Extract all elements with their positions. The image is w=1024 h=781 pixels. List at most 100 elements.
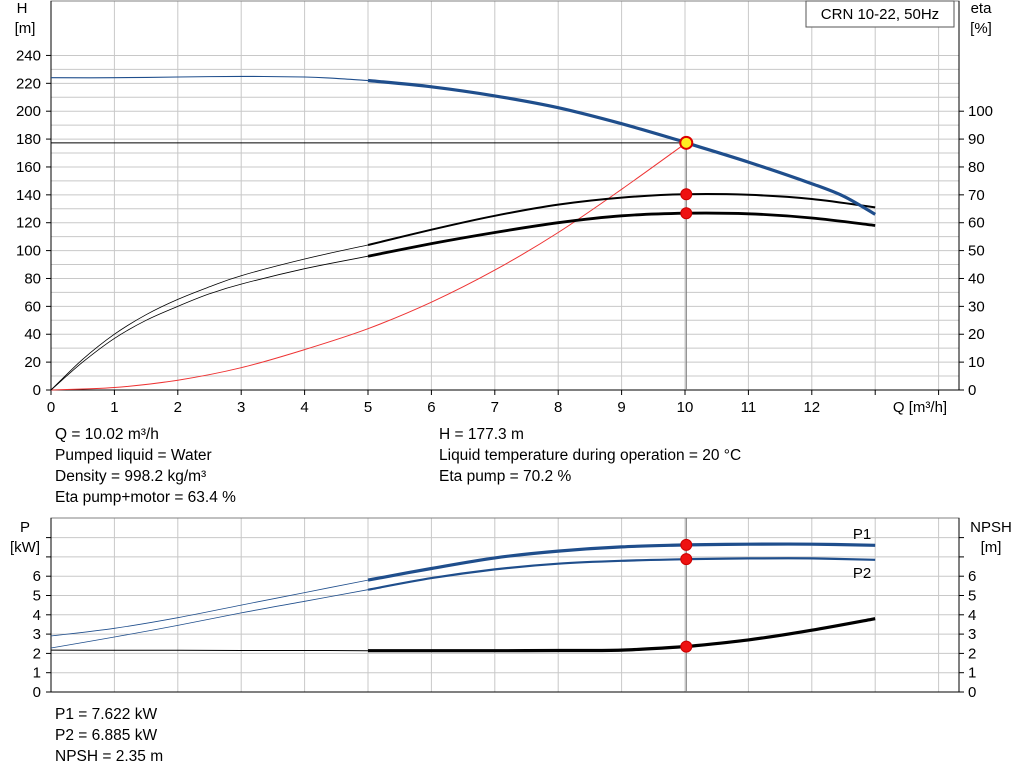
right-y-tick-label: 90	[968, 131, 985, 148]
p2-curve-low-flow	[50, 589, 369, 649]
left-y-tick-label: 100	[16, 243, 41, 260]
bottom-left-tick-label: 1	[33, 665, 41, 682]
bottom-right-tick-label: 4	[968, 607, 976, 624]
bottom-left-tick-label: 5	[33, 588, 41, 605]
bottom-left-axis-label-line1: P	[20, 519, 30, 536]
right-y-tick-label: 60	[968, 215, 985, 232]
info-head: H = 177.3 m	[439, 426, 524, 443]
right-y-tick-label: 0	[968, 382, 976, 399]
top-right-axis-label-line1: eta	[971, 0, 993, 17]
eta-pump-operating-marker	[680, 188, 693, 201]
left-y-tick-label: 160	[16, 159, 41, 176]
x-tick-label: 2	[174, 399, 182, 416]
top-left-axis-label-line1: H	[17, 0, 28, 17]
system-curve	[50, 142, 687, 391]
info-flow: Q = 10.02 m³/h	[55, 426, 159, 443]
bottom-plot-area	[51, 518, 959, 692]
eta-total-operating-marker	[680, 207, 693, 220]
x-tick-label: 0	[47, 399, 55, 416]
info-density: Density = 998.2 kg/m³	[55, 468, 207, 485]
x-axis-label: Q [m³/h]	[893, 399, 947, 416]
bottom-left-tick-label: 6	[33, 568, 41, 585]
info-p1: P1 = 7.622 kW	[55, 706, 158, 723]
right-y-tick-label: 70	[968, 187, 985, 204]
p1-curve-operating-range	[367, 542, 876, 582]
info-block-right: H = 177.3 m Liquid temperature during op…	[439, 424, 741, 487]
info-npsh: NPSH = 2.35 m	[55, 748, 164, 765]
bottom-left-tick-label: 2	[33, 645, 41, 662]
x-tick-label: 9	[617, 399, 625, 416]
bottom-chart-curves: P1 P2	[50, 518, 876, 692]
top-chart-grid: 0 1 2 3 4 5 6 7 8 9 10 11 12020406080100120140160180…	[16, 0, 993, 416]
right-y-tick-label: 20	[968, 326, 985, 343]
p1-operating-marker	[680, 538, 693, 551]
x-tick-label: 1	[110, 399, 118, 416]
x-tick-label: 10	[677, 399, 694, 416]
x-tick-label: 4	[300, 399, 308, 416]
bottom-right-tick-label: 2	[968, 645, 976, 662]
left-y-tick-label: 0	[33, 382, 41, 399]
x-tick-label: 8	[554, 399, 562, 416]
axis-labels: H [m] eta [%] Q [m³/h] P [kW] NPSH [m]	[10, 0, 1012, 556]
bottom-right-tick-label: 6	[968, 568, 976, 585]
bottom-right-tick-label: 0	[968, 684, 976, 701]
right-y-tick-label: 30	[968, 298, 985, 315]
right-y-tick-label: 100	[968, 103, 993, 120]
chart-title: CRN 10-22, 50Hz	[821, 6, 939, 23]
chart-title-box: CRN 10-22, 50Hz	[805, 0, 955, 28]
right-y-tick-label: 10	[968, 354, 985, 371]
bottom-right-tick-label: 1	[968, 665, 976, 682]
p2-series-label: P2	[853, 565, 871, 582]
x-tick-label: 3	[237, 399, 245, 416]
info-eta-total: Eta pump+motor = 63.4 %	[55, 489, 236, 506]
x-tick-label: 6	[427, 399, 435, 416]
bottom-right-axis-label-line1: NPSH	[970, 519, 1012, 536]
right-y-tick-label: 40	[968, 270, 985, 287]
eta-pump-motor-curve-low-flow	[50, 255, 369, 391]
right-y-tick-label: 50	[968, 243, 985, 260]
bottom-right-tick-label: 5	[968, 588, 976, 605]
bottom-left-tick-label: 4	[33, 607, 41, 624]
eta-pump-curve-operating-range	[367, 193, 876, 246]
npsh-curve-operating-range	[368, 617, 876, 653]
left-y-tick-label: 180	[16, 131, 41, 148]
top-plot-area	[51, 1, 959, 390]
top-left-axis-label-line2: [m]	[15, 20, 36, 37]
p2-operating-marker	[680, 553, 693, 566]
info-pumped-liquid: Pumped liquid = Water	[55, 447, 212, 464]
left-y-tick-label: 220	[16, 75, 41, 92]
left-y-tick-label: 120	[16, 215, 41, 232]
eta-pump-curve-low-flow	[50, 244, 369, 391]
top-chart-curves	[50, 75, 877, 391]
right-y-tick-label: 80	[968, 159, 985, 176]
p1-curve-low-flow	[50, 579, 369, 637]
info-liquid-temperature: Liquid temperature during operation = 20…	[439, 447, 742, 464]
head-curve-low-flow	[50, 75, 369, 82]
npsh-curve-low-flow	[50, 649, 369, 652]
info-eta-pump: Eta pump = 70.2 %	[439, 468, 572, 485]
info-block-left: Q = 10.02 m³/h Pumped liquid = Water Den…	[55, 424, 236, 508]
left-y-tick-label: 20	[24, 354, 41, 371]
p2-curve-operating-range	[367, 557, 876, 591]
x-tick-label: 5	[364, 399, 372, 416]
bottom-right-axis-label-line2: [m]	[981, 539, 1002, 556]
left-y-tick-label: 40	[24, 326, 41, 343]
bottom-left-axis-label-line2: [kW]	[10, 539, 40, 556]
bottom-right-tick-label: 3	[968, 626, 976, 643]
info-p2: P2 = 6.885 kW	[55, 727, 158, 744]
top-right-axis-label-line2: [%]	[970, 20, 992, 37]
bottom-chart-grid: 0 0 1 1 2 2 3 3 4 4 5 5 6 6	[33, 517, 976, 701]
left-y-tick-label: 240	[16, 47, 41, 64]
left-y-tick-label: 60	[24, 298, 41, 315]
bottom-left-tick-label: 0	[33, 684, 41, 701]
x-tick-label: 11	[741, 399, 757, 416]
npsh-operating-marker	[680, 640, 693, 653]
left-y-tick-label: 200	[16, 103, 41, 120]
head-operating-marker	[679, 135, 694, 150]
left-y-tick-label: 80	[24, 270, 41, 287]
left-y-tick-label: 140	[16, 187, 41, 204]
bottom-left-tick-label: 3	[33, 626, 41, 643]
info-block-power: P1 = 7.622 kW P2 = 6.885 kW NPSH = 2.35 …	[55, 704, 163, 767]
p1-series-label: P1	[853, 526, 871, 543]
